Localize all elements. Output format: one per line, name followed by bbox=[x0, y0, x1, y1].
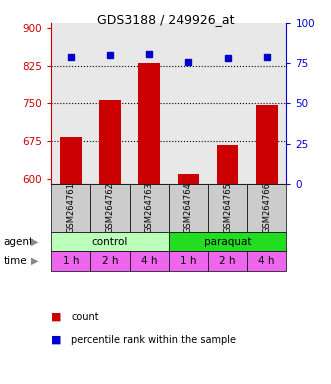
Text: 4 h: 4 h bbox=[141, 256, 158, 266]
Bar bbox=[138, 63, 160, 184]
Text: agent: agent bbox=[3, 237, 33, 247]
Bar bbox=[51, 232, 169, 252]
Text: GSM264761: GSM264761 bbox=[67, 182, 75, 233]
Bar bbox=[99, 100, 121, 184]
Text: 1 h: 1 h bbox=[180, 256, 197, 266]
Text: GSM264763: GSM264763 bbox=[145, 182, 154, 233]
Bar bbox=[178, 174, 199, 184]
Bar bbox=[247, 252, 286, 271]
Text: percentile rank within the sample: percentile rank within the sample bbox=[71, 335, 236, 345]
Text: GSM264765: GSM264765 bbox=[223, 182, 232, 233]
Text: 1 h: 1 h bbox=[63, 256, 79, 266]
Text: GSM264764: GSM264764 bbox=[184, 182, 193, 233]
Text: GSM264766: GSM264766 bbox=[262, 182, 271, 233]
Text: GDS3188 / 249926_at: GDS3188 / 249926_at bbox=[97, 13, 234, 26]
Bar bbox=[130, 184, 169, 232]
Text: ■: ■ bbox=[51, 312, 62, 322]
Text: 2 h: 2 h bbox=[102, 256, 118, 266]
Bar bbox=[169, 184, 208, 232]
Bar bbox=[51, 252, 90, 271]
Text: paraquat: paraquat bbox=[204, 237, 251, 247]
Bar bbox=[169, 232, 286, 252]
Text: ■: ■ bbox=[51, 335, 62, 345]
Bar bbox=[90, 252, 130, 271]
Bar bbox=[60, 137, 82, 184]
Text: count: count bbox=[71, 312, 99, 322]
Bar bbox=[217, 145, 238, 184]
Text: ▶: ▶ bbox=[31, 256, 39, 266]
Bar bbox=[90, 184, 130, 232]
Bar bbox=[51, 184, 90, 232]
Bar bbox=[169, 252, 208, 271]
Text: 2 h: 2 h bbox=[219, 256, 236, 266]
Text: GSM264762: GSM264762 bbox=[106, 182, 115, 233]
Bar bbox=[247, 184, 286, 232]
Text: control: control bbox=[92, 237, 128, 247]
Bar bbox=[130, 252, 169, 271]
Bar bbox=[256, 106, 277, 184]
Text: time: time bbox=[3, 256, 27, 266]
Text: ▶: ▶ bbox=[31, 237, 39, 247]
Bar bbox=[208, 184, 247, 232]
Bar bbox=[208, 252, 247, 271]
Text: 4 h: 4 h bbox=[259, 256, 275, 266]
